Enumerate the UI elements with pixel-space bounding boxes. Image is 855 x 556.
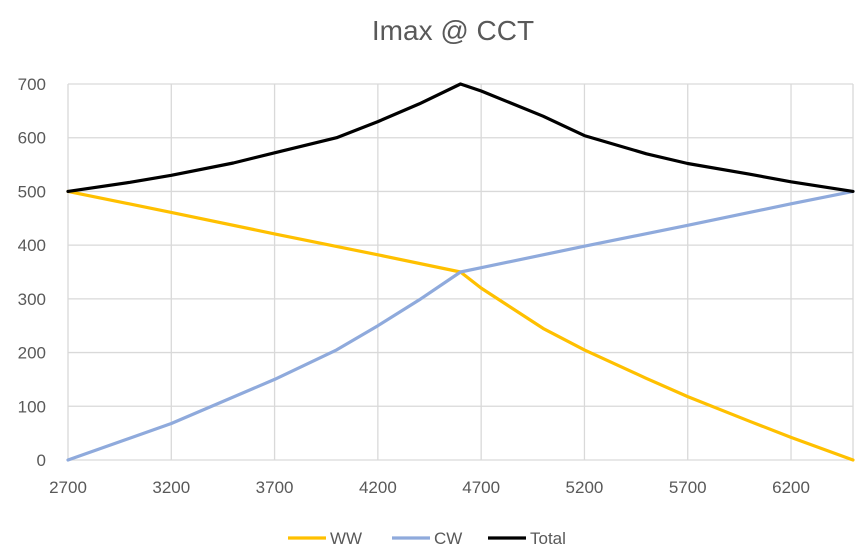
grid [67,83,854,461]
x-tick-label: 5200 [566,478,604,497]
y-axis-ticks: 0 100 200 300 400 500 600 700 [18,75,46,470]
y-tick-label: 600 [18,129,46,148]
x-tick-label: 3200 [152,478,190,497]
series-line-ww [66,189,855,462]
y-tick-label: 500 [18,182,46,201]
series-line-total [66,82,855,193]
y-tick-label: 300 [18,290,46,309]
legend-label-ww: WW [330,529,362,548]
legend-label-cw: CW [434,529,462,548]
chart-title: Imax @ CCT [372,15,534,46]
x-tick-label: 2700 [49,478,87,497]
x-tick-label: 3700 [256,478,294,497]
x-tick-label: 6200 [772,478,810,497]
legend-label-total: Total [530,529,566,548]
y-tick-label: 0 [37,451,46,470]
series-layer [66,82,855,462]
x-tick-label: 4200 [359,478,397,497]
series-line-cw [66,189,855,462]
y-tick-label: 400 [18,236,46,255]
y-tick-label: 200 [18,344,46,363]
legend: WW CW Total [288,529,566,548]
y-tick-label: 100 [18,397,46,416]
x-tick-label: 4700 [462,478,500,497]
y-tick-label: 700 [18,75,46,94]
x-tick-label: 5700 [669,478,707,497]
x-axis-ticks: 2700 3200 3700 4200 4700 5200 5700 6200 [49,478,810,497]
